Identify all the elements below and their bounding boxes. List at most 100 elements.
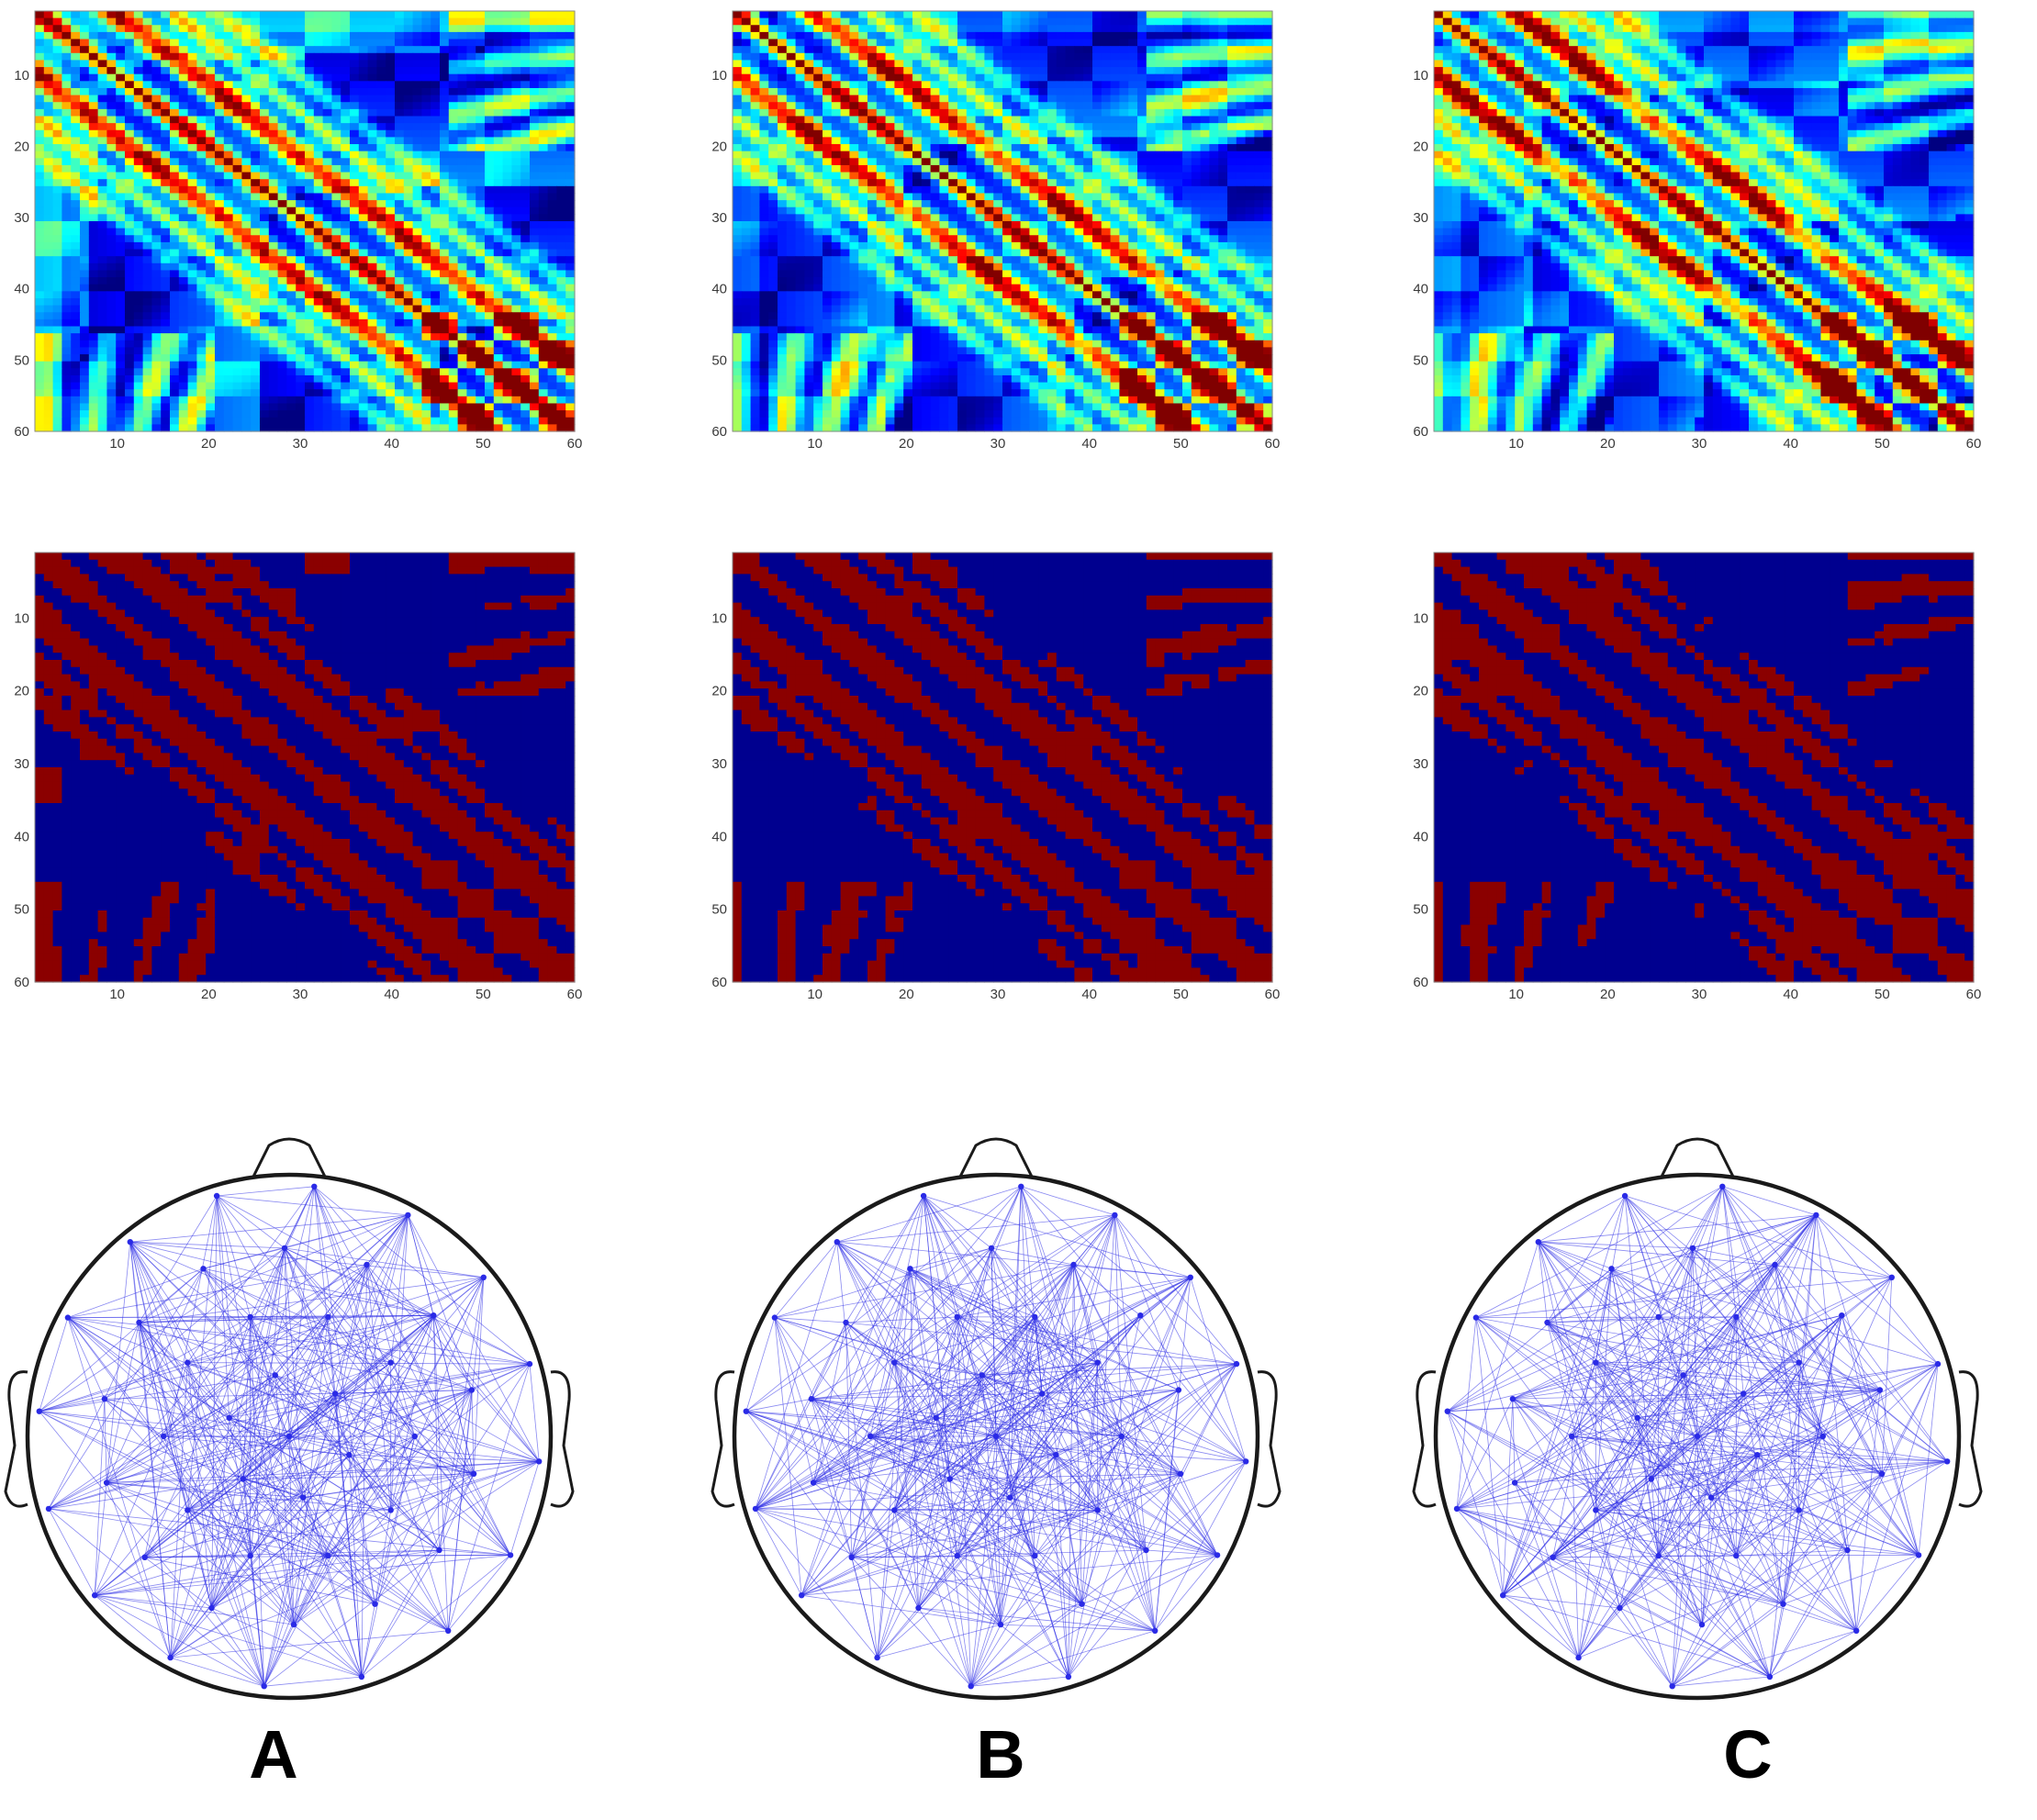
matrix-cell	[251, 207, 261, 215]
matrix-cell	[840, 25, 850, 33]
matrix-cell	[403, 172, 414, 180]
matrix-cell	[161, 221, 171, 229]
matrix-cell	[215, 67, 225, 75]
matrix-cell	[813, 81, 823, 89]
matrix-cell	[97, 158, 107, 166]
matrix-cell	[466, 17, 476, 26]
matrix-cell	[358, 193, 369, 201]
matrix-cell	[768, 39, 778, 47]
matrix-cell	[1236, 46, 1247, 54]
matrix-cell	[331, 249, 341, 257]
matrix-cells	[733, 11, 1273, 432]
matrix-cell	[1020, 123, 1030, 131]
matrix-cell	[178, 52, 189, 61]
matrix-cell	[196, 108, 207, 117]
matrix-cell	[52, 200, 62, 208]
matrix-cell	[1110, 11, 1120, 19]
matrix-cell	[1029, 81, 1039, 89]
matrix-cell	[161, 207, 171, 215]
matrix-cell	[1083, 137, 1093, 145]
matrix-cell	[88, 193, 99, 201]
matrix-cell	[376, 424, 386, 432]
matrix-cell	[421, 291, 431, 299]
matrix-cell	[386, 333, 396, 341]
matrix-cell	[421, 235, 431, 243]
matrix-cell	[984, 67, 994, 75]
matrix-cell	[493, 172, 504, 180]
matrix-cell	[1119, 102, 1129, 110]
matrix-cell	[1164, 144, 1174, 152]
matrix-cell	[133, 200, 144, 208]
matrix-cell	[97, 291, 107, 299]
matrix-cell	[1110, 158, 1120, 166]
matrix-cell	[151, 235, 162, 243]
matrix-cell	[71, 354, 81, 363]
matrix-cell	[268, 417, 279, 425]
matrix-cell	[786, 164, 797, 173]
matrix-cell	[251, 270, 261, 278]
matrix-cell	[376, 235, 386, 243]
matrix-cell	[296, 116, 306, 124]
matrix-cell	[1236, 129, 1247, 138]
matrix-cell	[1182, 11, 1192, 19]
matrix-cell	[260, 277, 270, 285]
matrix-cell	[840, 31, 850, 40]
matrix-cell	[849, 52, 859, 61]
matrix-cell	[313, 95, 324, 103]
matrix-cell	[1101, 67, 1112, 75]
matrix-cell	[1092, 95, 1102, 103]
matrix-cell	[538, 73, 549, 82]
matrix-cell	[151, 214, 162, 222]
matrix-cell	[547, 87, 557, 96]
matrix-cell	[187, 185, 197, 195]
matrix-cell	[187, 270, 197, 278]
matrix-cell	[975, 158, 985, 166]
matrix-cell	[322, 52, 332, 61]
matrix-cell	[1074, 81, 1084, 89]
matrix-cell	[133, 123, 144, 131]
matrix-cell	[538, 318, 549, 328]
matrix-cell	[457, 347, 467, 355]
matrix-cell	[885, 60, 895, 68]
matrix-cell	[476, 396, 486, 405]
matrix-cell	[448, 262, 459, 272]
matrix-cell	[286, 17, 297, 26]
matrix-cell	[538, 25, 549, 33]
matrix-cell	[80, 305, 90, 313]
matrix-cell	[431, 389, 441, 397]
matrix-cell	[305, 305, 315, 313]
matrix-cell	[358, 144, 369, 152]
matrix-cell	[1218, 108, 1228, 117]
matrix-cell	[367, 305, 377, 313]
matrix-cell	[1065, 116, 1075, 124]
matrix-cell	[350, 389, 360, 397]
matrix-cell	[215, 81, 225, 89]
matrix-cell	[125, 382, 135, 390]
matrix-cell	[331, 291, 341, 299]
matrix-cell	[313, 291, 324, 299]
matrix-cell	[1137, 137, 1147, 145]
matrix-cell	[178, 333, 189, 341]
matrix-cell	[305, 193, 315, 201]
matrix-cell	[241, 389, 252, 397]
matrix-cell	[957, 52, 968, 61]
matrix-cell	[206, 417, 216, 425]
matrix-cell	[52, 326, 62, 334]
matrix-cell	[196, 270, 207, 278]
matrix-cell	[71, 249, 81, 257]
matrix-cell	[912, 116, 923, 124]
matrix-cell	[440, 60, 450, 68]
matrix-cell	[170, 297, 180, 307]
matrix-cell	[476, 326, 486, 334]
matrix-cell	[1191, 67, 1202, 75]
matrix-cell	[277, 200, 287, 208]
matrix-cell	[538, 95, 549, 103]
matrix-cell	[840, 87, 850, 96]
matrix-cell	[161, 297, 171, 307]
matrix-cell	[296, 262, 306, 272]
matrix-cell	[1011, 11, 1022, 19]
matrix-cell	[161, 129, 171, 138]
matrix-cell	[502, 137, 512, 145]
matrix-cell	[1101, 25, 1112, 33]
matrix-cell	[358, 172, 369, 180]
